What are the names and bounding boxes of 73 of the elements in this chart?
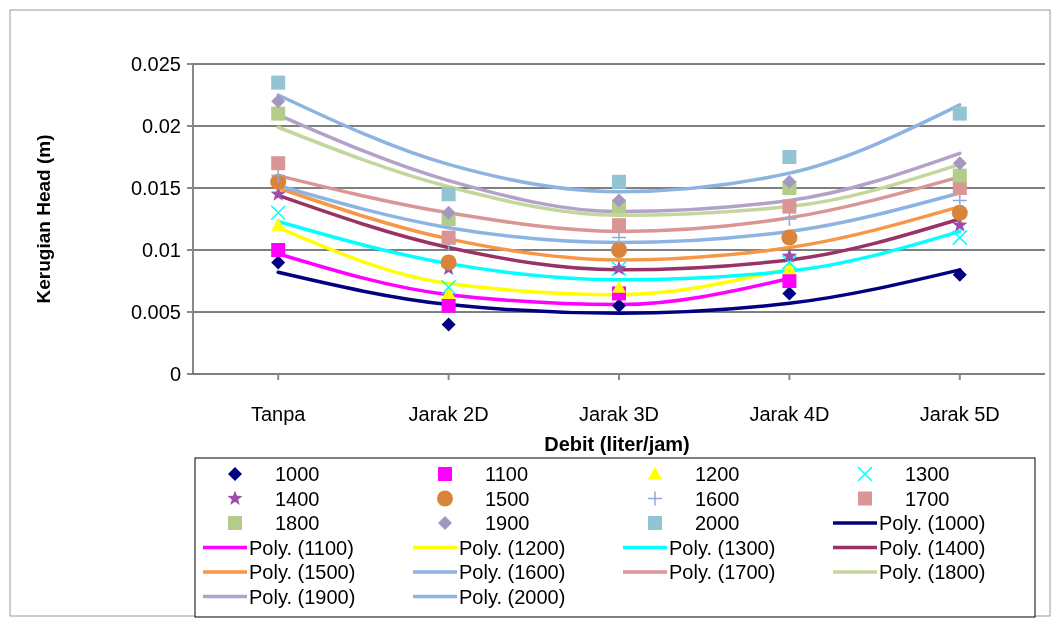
x-tick-label: Jarak 2D xyxy=(408,403,489,425)
point xyxy=(952,156,967,171)
point xyxy=(440,254,457,271)
point xyxy=(781,248,798,263)
point xyxy=(441,187,456,202)
x-tick-label: Tanpa xyxy=(250,403,307,425)
legend-label: Poly. (1700) xyxy=(669,561,776,583)
legend-label: 1200 xyxy=(695,463,740,485)
point xyxy=(271,243,286,257)
point xyxy=(952,106,967,121)
legend-label: Poly. (2000) xyxy=(459,585,566,608)
legend-label: 1400 xyxy=(275,487,320,510)
legend-label: Poly. (1300) xyxy=(669,536,776,559)
point xyxy=(952,267,967,282)
point xyxy=(612,193,626,208)
point xyxy=(441,205,456,220)
y-tick-label: 0.01 xyxy=(142,239,181,261)
legend-label: 1300 xyxy=(905,463,950,485)
point xyxy=(612,280,626,293)
point xyxy=(952,229,968,246)
x-axis-title: Debit (liter/jam) xyxy=(544,433,690,455)
point xyxy=(440,279,457,295)
point xyxy=(270,205,286,221)
legend-label: 1500 xyxy=(485,487,530,510)
point xyxy=(441,286,456,299)
point xyxy=(441,317,456,332)
point xyxy=(611,242,627,258)
point xyxy=(271,218,286,231)
legend-label: Poly. (1600) xyxy=(459,561,566,583)
legend-label: 1700 xyxy=(905,487,950,510)
x-tick-label: Jarak 3D xyxy=(578,403,660,425)
x-tick-label: Jarak 5D xyxy=(919,403,1000,425)
point xyxy=(781,211,798,227)
point xyxy=(612,218,626,233)
point xyxy=(782,274,797,288)
y-tick-label: 0.02 xyxy=(142,115,181,137)
point xyxy=(271,156,286,171)
legend-label: Poly. (1100) xyxy=(249,536,354,559)
point xyxy=(271,75,286,90)
legend-label: Poly. (1000) xyxy=(879,512,986,534)
legend-label: Poly. (1900) xyxy=(249,585,356,608)
legend-label: Poly. (1200) xyxy=(459,536,566,559)
point xyxy=(782,150,797,164)
point xyxy=(441,230,456,245)
y-tick-label: 0.025 xyxy=(130,53,181,75)
legend-label: 1800 xyxy=(275,512,320,534)
point xyxy=(782,199,797,214)
legend-label: 2000 xyxy=(695,512,740,534)
y-tick-label: 0.005 xyxy=(130,301,181,323)
legend-label: Poly. (1400) xyxy=(879,536,986,559)
legend-label: Poly. (1500) xyxy=(249,561,356,583)
legend-label: 1100 xyxy=(485,463,529,485)
point xyxy=(782,174,797,189)
point xyxy=(781,229,798,246)
y-tick-label: 0.015 xyxy=(130,177,181,199)
point xyxy=(951,204,968,221)
point xyxy=(781,254,798,271)
legend-label: 1000 xyxy=(275,463,320,485)
point xyxy=(271,255,286,270)
point xyxy=(271,106,286,121)
point xyxy=(441,298,456,313)
point xyxy=(952,168,967,183)
point xyxy=(612,174,626,189)
point xyxy=(271,94,286,109)
y-axis-title: Kerugian Head (m) xyxy=(33,134,54,304)
legend-label: Poly. (1800) xyxy=(879,561,986,583)
point xyxy=(782,286,797,301)
legend-label: 1600 xyxy=(695,487,740,510)
legend-label: 1900 xyxy=(485,512,530,534)
point xyxy=(782,261,797,275)
x-tick-label: Jarak 4D xyxy=(749,403,830,425)
point xyxy=(612,298,626,313)
y-tick-label: 0 xyxy=(169,363,181,385)
